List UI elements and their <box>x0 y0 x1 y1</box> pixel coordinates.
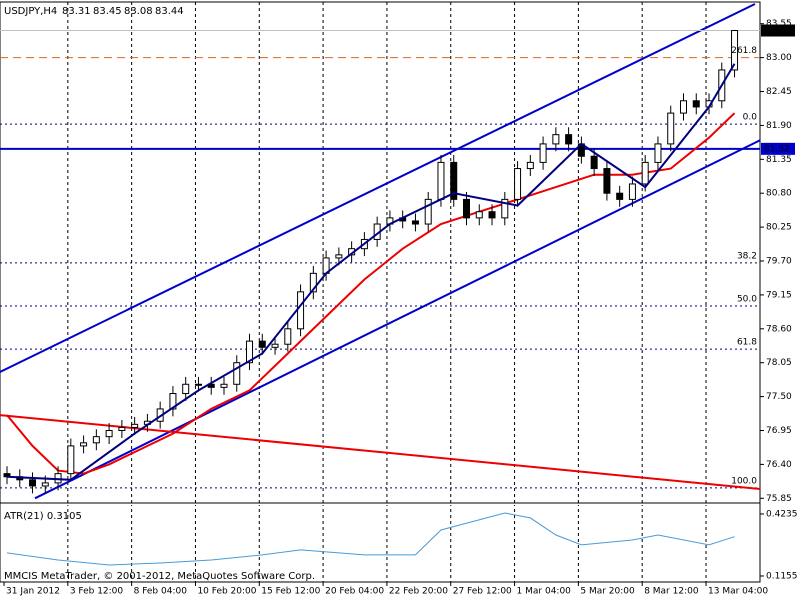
price-tag-label: 81.52 <box>764 144 790 154</box>
moving-average <box>6 112 736 475</box>
y-tick-label: 78.60 <box>766 324 792 334</box>
candle-body <box>131 423 139 428</box>
ohlc-value: 83.44 <box>155 6 184 17</box>
candle-body <box>628 183 636 200</box>
price-tag <box>761 142 795 155</box>
fib-label: 0.0 <box>743 113 758 123</box>
candle-body <box>411 220 419 225</box>
x-tick-label: 10 Feb 20:00 <box>197 587 256 597</box>
candle-body <box>731 30 739 71</box>
candle-body <box>667 112 675 145</box>
y-tick-label: 0.1155 <box>766 571 798 581</box>
candle-body <box>424 198 432 225</box>
candle-body <box>539 143 547 163</box>
fib-label: 50.0 <box>737 295 757 305</box>
y-tick-label: 83.00 <box>766 53 792 63</box>
candle-body <box>220 383 228 388</box>
fib-label: 38.2 <box>737 251 757 261</box>
fib-label: 261.8 <box>731 46 757 56</box>
price-tag-label: 83.44 <box>764 26 790 36</box>
candle-body <box>80 442 88 447</box>
candle-body <box>335 254 343 259</box>
candle-body <box>488 211 496 219</box>
moving-average <box>6 63 736 481</box>
y-tick-label: 83.55 <box>766 19 792 29</box>
candle-body <box>182 383 190 395</box>
candle-body <box>297 291 305 330</box>
candle-body <box>246 340 254 364</box>
price-tag <box>761 24 795 37</box>
x-tick-label: 27 Feb 12:00 <box>453 587 512 597</box>
ohlc-value: 83.31 <box>62 6 91 17</box>
candle-body <box>616 192 624 200</box>
candle-body <box>552 134 560 145</box>
y-tick-label: 80.80 <box>766 189 792 199</box>
y-tick-label: 76.95 <box>766 426 792 436</box>
candle-body <box>450 161 458 200</box>
candle-body <box>641 161 649 185</box>
candle-body <box>29 479 37 487</box>
y-tick-label: 75.85 <box>766 494 792 504</box>
x-tick-label: 3 Feb 12:00 <box>70 587 124 597</box>
x-tick-label: 13 Mar 04:00 <box>708 587 768 597</box>
footer: MMCIS MetaTrader, © 2001-2012, MetaQuote… <box>4 571 315 582</box>
candle-body <box>169 393 177 410</box>
candle-body <box>258 340 266 348</box>
candle-body <box>526 161 534 170</box>
trend-line <box>34 139 760 500</box>
candle-body <box>67 445 75 475</box>
candle-body <box>514 168 522 200</box>
trend-line <box>0 3 756 373</box>
candle-body <box>603 168 611 194</box>
x-tick-label: 5 Mar 20:00 <box>580 587 635 597</box>
x-tick-label: 20 Feb 04:00 <box>325 587 384 597</box>
candle-body <box>654 143 662 163</box>
y-tick-label: 0.4235 <box>766 509 798 519</box>
candle-body <box>501 198 509 219</box>
ohlc-value: 83.45 <box>93 6 122 17</box>
candle-body <box>309 272 317 293</box>
x-tick-label: 22 Feb 20:00 <box>389 587 448 597</box>
candle-body <box>284 328 292 345</box>
candle-body <box>679 100 687 114</box>
y-tick-label: 79.70 <box>766 257 792 267</box>
x-tick-label: 8 Feb 04:00 <box>134 587 188 597</box>
y-tick-label: 78.05 <box>766 358 792 368</box>
x-tick-label: 8 Mar 12:00 <box>644 587 699 597</box>
y-tick-label: 80.25 <box>766 223 792 233</box>
y-tick-label: 82.45 <box>766 87 792 97</box>
x-tick-label: 31 Jan 2012 <box>6 587 60 597</box>
symbol: USDJPY,H4 <box>4 6 57 17</box>
trend-line <box>0 414 760 491</box>
plot-frame <box>0 1 761 583</box>
candle-body <box>41 482 49 487</box>
candle-body <box>437 161 445 200</box>
candle-body <box>92 436 100 444</box>
candle-body <box>233 362 241 385</box>
y-tick-label: 79.15 <box>766 290 792 300</box>
candle-body <box>590 155 598 170</box>
ohlc-value: 83.08 <box>124 6 153 17</box>
x-tick-label: 15 Feb 12:00 <box>261 587 320 597</box>
atr-label: ATR(21) 0.3105 <box>4 511 82 522</box>
candle-body <box>271 343 279 348</box>
y-tick-label: 77.50 <box>766 392 792 402</box>
fib-label: 61.8 <box>737 338 757 348</box>
candle-body <box>105 430 113 438</box>
candle-body <box>692 100 700 108</box>
y-tick-label: 81.35 <box>766 155 792 165</box>
fib-label: 100.0 <box>731 476 757 486</box>
candle-body <box>118 426 126 432</box>
candle-body <box>475 211 483 219</box>
y-tick-label: 81.90 <box>766 121 792 131</box>
y-tick-label: 76.40 <box>766 460 792 470</box>
atr-line <box>6 512 735 566</box>
candle-body <box>463 198 471 219</box>
x-tick-label: 1 Mar 04:00 <box>517 587 572 597</box>
candle-body <box>565 134 573 145</box>
candle-body <box>194 383 202 386</box>
